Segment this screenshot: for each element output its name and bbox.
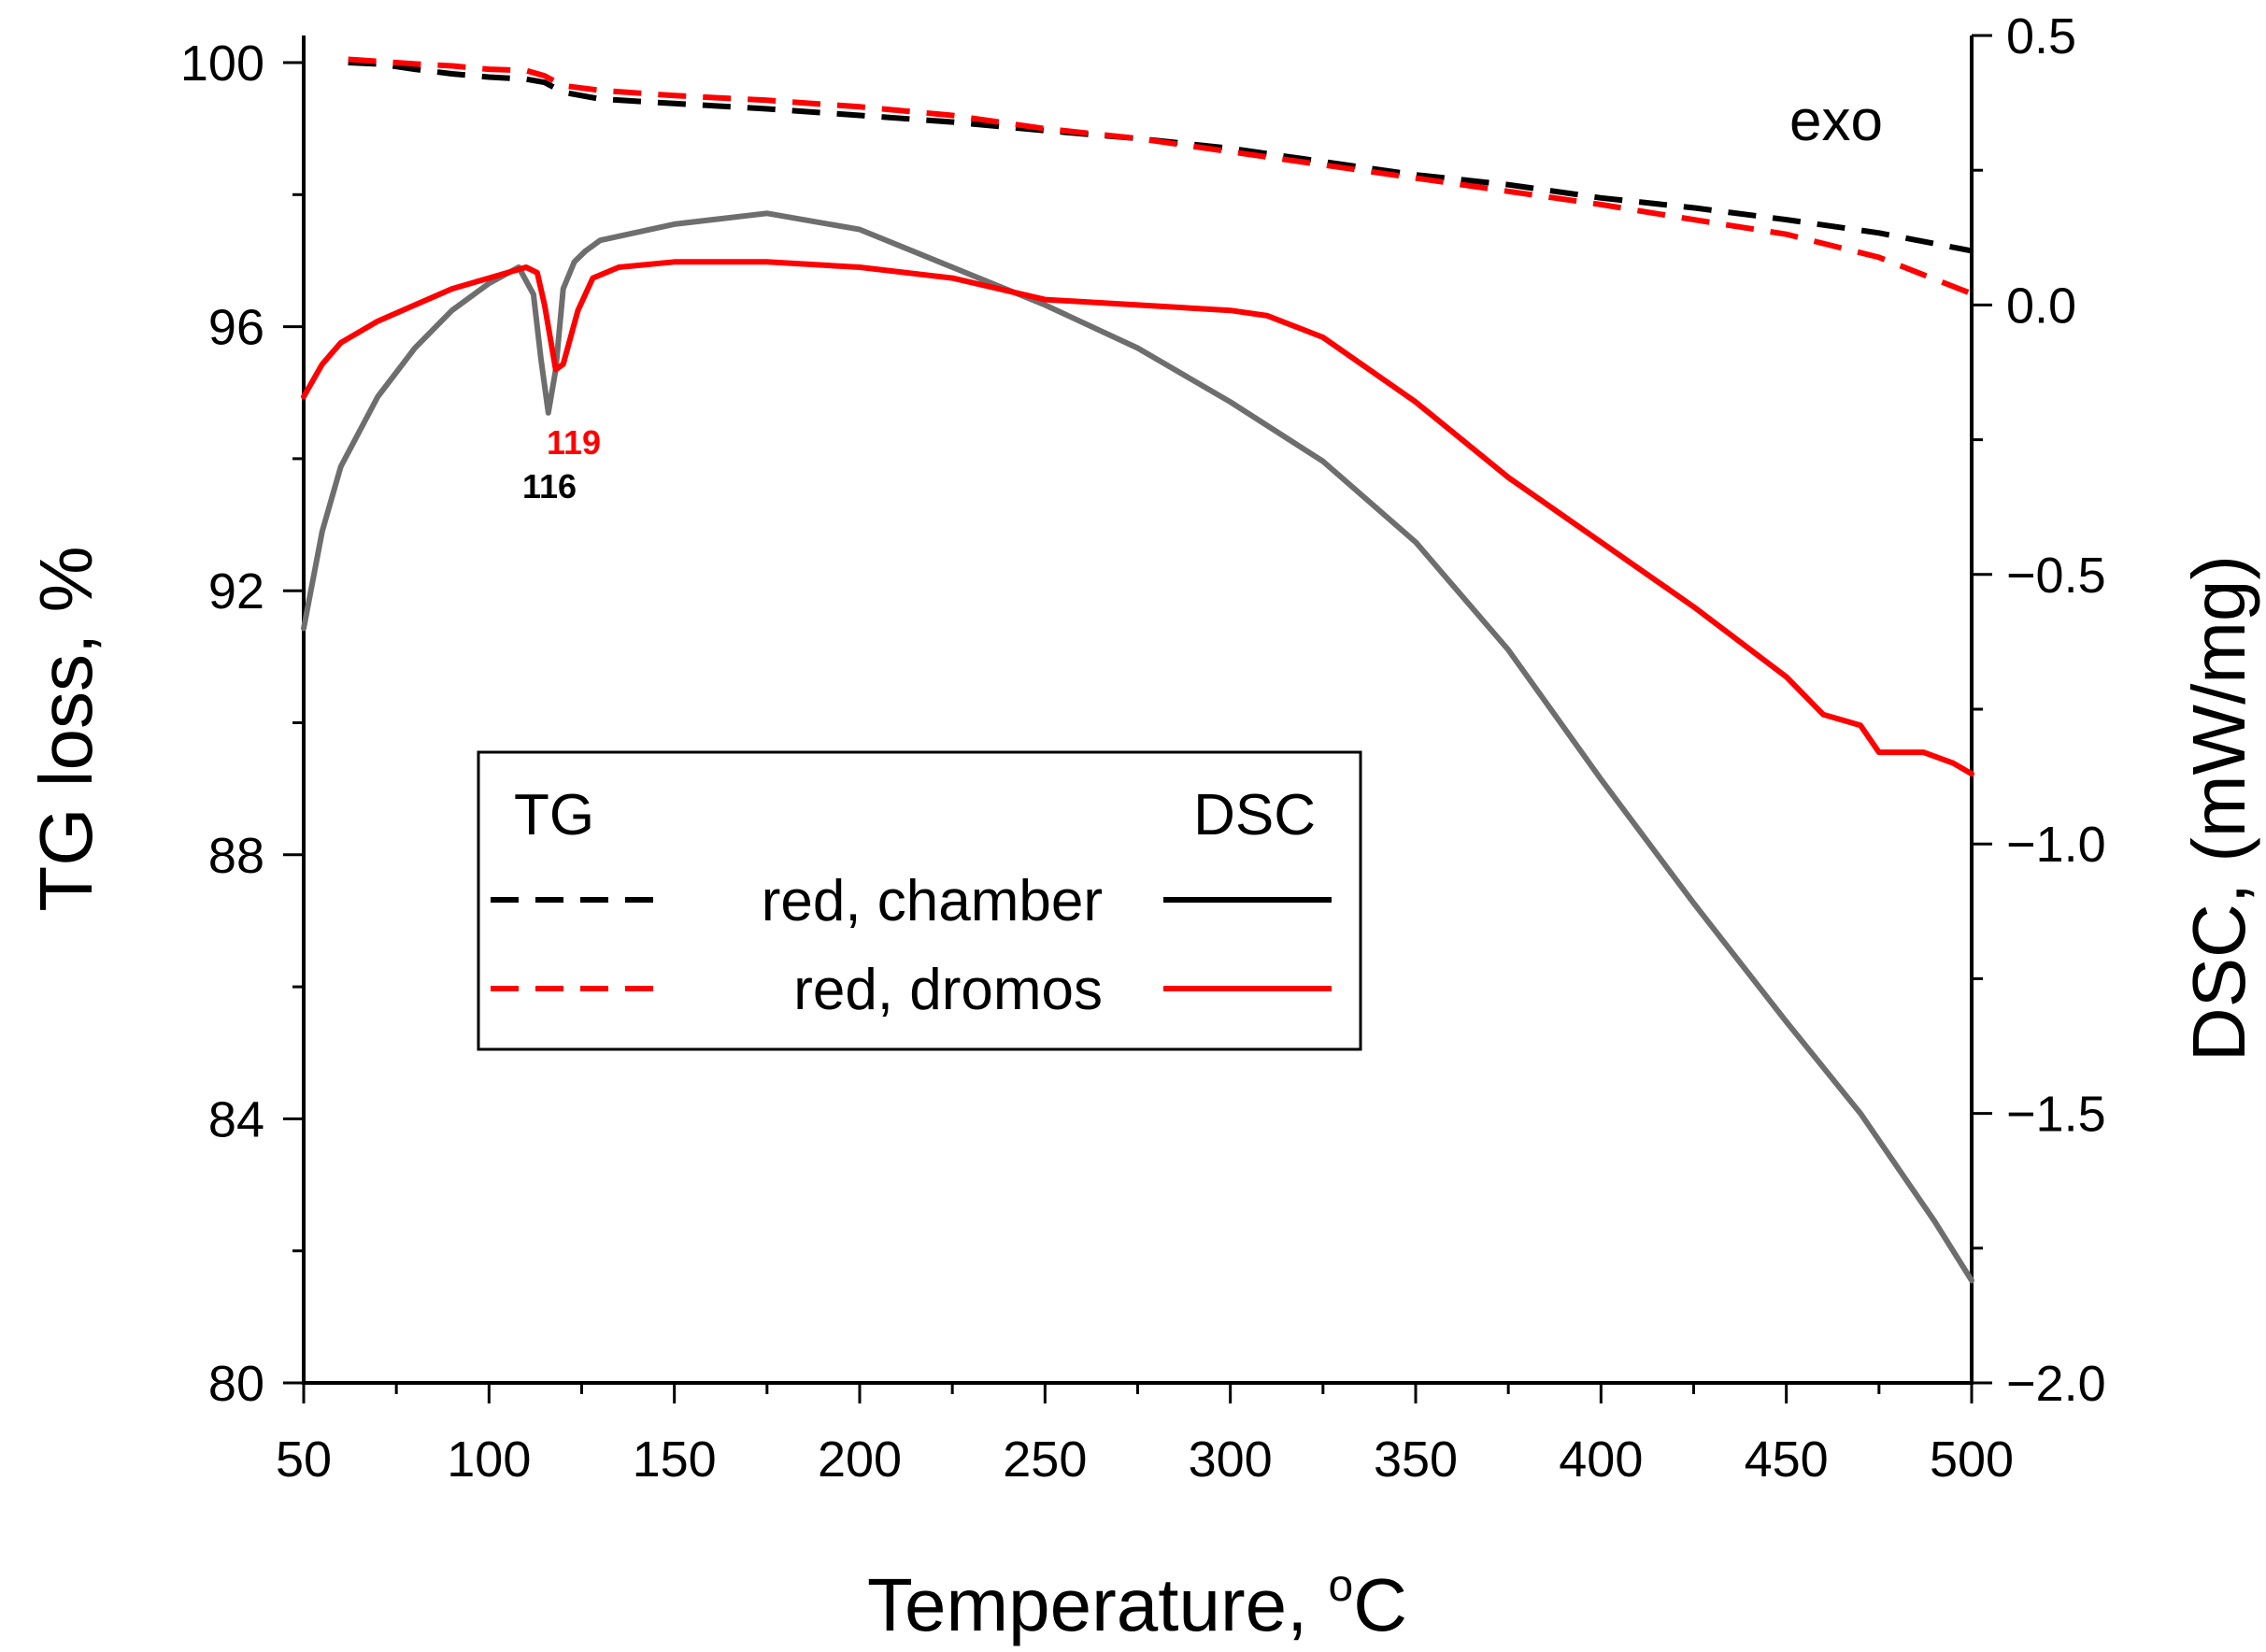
x-tick-label: 250 [1003,1431,1087,1488]
annotation-116: 116 [522,467,577,506]
x-tick-label: 400 [1559,1431,1643,1488]
legend-header-dsc: DSC [1193,783,1316,847]
x-tick-label: 50 [276,1431,332,1488]
y-left-tick-label: 84 [208,1091,264,1147]
legend-label-dromos: red, dromos [793,958,1103,1022]
x-tick-label: 450 [1745,1431,1829,1488]
series-line-2 [348,56,1974,297]
tick-labels: 50 100 150 200 250 300 350 400 450 500 80 84 88 92 96 1… [180,8,2106,1488]
x-tick-label: 150 [633,1431,717,1488]
y-right-tick-label: −2.0 [2006,1356,2106,1412]
y-right-tick-label: −0.5 [2006,548,2106,604]
y-right-tick-label: 0.5 [2006,8,2076,64]
y-right-tick-label: −1.5 [2006,1087,2106,1143]
x-tick-label: 300 [1189,1431,1273,1488]
y-right-tick-label: 0.0 [2006,278,2076,334]
y-left-tick-label: 88 [208,828,264,884]
legend-header-tg: TG [514,783,594,847]
series-group [301,56,1974,1284]
series-line-4 [301,259,1974,777]
series-line-3 [301,210,1974,1284]
y-left-axis-title: TG loss, % [24,546,107,911]
x-axis-title-unit: C [1353,1563,1407,1646]
x-tick-label: 500 [1930,1431,2014,1488]
legend-label-chamber: red, chamber [762,869,1103,933]
y-right-tick-label: −1.0 [2006,817,2106,873]
legend: TG DSC red, chamber red, dromos [477,750,1362,1051]
tick-marks [283,34,1992,1403]
series-line-1 [348,60,1973,254]
x-axis-title: Temperature, oC [867,1561,1407,1646]
y-left-tick-label: 92 [208,563,264,620]
y-left-tick-label: 96 [208,300,264,356]
y-right-axis-title: DSC, (mW/mg) [2177,555,2260,1061]
annotation-119: 119 [547,423,601,462]
y-left-tick-label: 80 [208,1356,264,1412]
x-axis-title-sup: o [1329,1561,1354,1611]
x-tick-label: 350 [1374,1431,1458,1488]
y-left-tick-label: 100 [180,36,264,92]
x-tick-label: 100 [447,1431,531,1488]
x-axis-title-main: Temperature, [867,1563,1329,1646]
exo-label: exo [1789,89,1883,153]
x-tick-label: 200 [818,1431,902,1488]
